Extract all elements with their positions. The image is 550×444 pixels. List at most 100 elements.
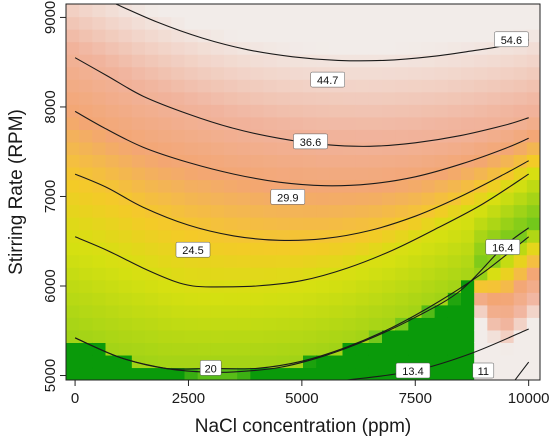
heatmap-cell — [79, 116, 93, 130]
heatmap-cell — [303, 304, 317, 318]
heatmap-cell — [250, 342, 265, 356]
contour-line-11 — [514, 361, 530, 380]
heatmap-cell — [342, 292, 357, 306]
heatmap-cell — [303, 342, 317, 356]
heatmap-cell — [303, 54, 317, 68]
heatmap-cell — [500, 116, 515, 130]
heatmap-cell — [158, 254, 172, 268]
heatmap-cell — [197, 192, 212, 206]
heatmap-cell — [368, 254, 383, 268]
heatmap-cell — [434, 267, 449, 281]
heatmap-cell — [289, 204, 304, 218]
heatmap-cell — [382, 154, 396, 168]
heatmap-cell — [447, 329, 462, 343]
heatmap-cell — [118, 217, 133, 231]
heatmap-cell — [382, 79, 396, 93]
heatmap-cell — [487, 104, 502, 118]
heatmap-cell — [237, 179, 251, 193]
heatmap-cell — [66, 354, 80, 369]
heatmap-cell — [105, 242, 120, 256]
heatmap-cell — [382, 279, 396, 293]
heatmap-cell — [118, 141, 133, 155]
heatmap-cell — [184, 267, 199, 281]
heatmap-cell — [421, 91, 436, 105]
heatmap-cell — [461, 229, 475, 243]
heatmap-cell — [513, 179, 528, 193]
heatmap-cell — [105, 304, 120, 318]
heatmap-cell — [355, 129, 370, 143]
contour-label: 16.4 — [492, 243, 513, 255]
heatmap-cell — [79, 354, 93, 369]
heatmap-cell — [421, 4, 436, 18]
heatmap-cell — [316, 304, 330, 318]
heatmap-cell — [105, 254, 120, 268]
heatmap-cell — [250, 267, 265, 281]
heatmap-cell — [434, 129, 449, 143]
heatmap-cell — [303, 166, 317, 181]
plot-frame — [65, 3, 541, 381]
heatmap-cell — [171, 154, 186, 168]
heatmap-cell — [118, 91, 133, 105]
heatmap-cell — [79, 179, 93, 193]
heatmap-cell — [487, 304, 502, 318]
heatmap-cell — [368, 242, 383, 256]
heatmap-cell — [197, 217, 212, 231]
y-tick-label: 7000 — [42, 180, 59, 213]
heatmap-cell — [447, 141, 462, 155]
heatmap-cell — [224, 204, 238, 218]
heatmap-cell — [474, 41, 488, 55]
heatmap-cell — [171, 41, 186, 55]
heatmap-cell — [184, 4, 199, 18]
heatmap-cell — [474, 342, 488, 356]
heatmap-cell — [184, 166, 199, 181]
heatmap-cell — [395, 66, 409, 80]
heatmap-cell — [66, 242, 80, 256]
heatmap-cell — [131, 179, 146, 193]
heatmap-cell — [92, 79, 107, 93]
heatmap-cell — [395, 254, 409, 268]
heatmap-cell — [250, 141, 265, 155]
heatmap-cell — [210, 4, 225, 18]
heatmap-cell — [368, 179, 383, 193]
heatmap-cell — [395, 41, 409, 55]
heatmap-cell — [79, 91, 93, 105]
heatmap-cell — [461, 166, 475, 181]
heatmap-cell — [250, 4, 265, 18]
heatmap-cell — [224, 254, 238, 268]
heatmap-cell — [447, 129, 462, 143]
heatmap-cell — [263, 329, 278, 343]
heatmap-cell — [329, 229, 344, 243]
heatmap-cell — [500, 279, 515, 293]
heatmap-cell — [197, 254, 212, 268]
heatmap-cell — [316, 254, 330, 268]
heatmap-cell — [210, 279, 225, 293]
heatmap-cell — [289, 242, 304, 256]
heatmap-cell — [487, 204, 502, 218]
heatmap-cell — [250, 217, 265, 231]
heatmap-cell — [184, 217, 199, 231]
heatmap-cell — [66, 317, 80, 331]
heatmap-cell — [105, 91, 120, 105]
contour-label: 24.5 — [182, 245, 203, 257]
heatmap-cell — [342, 41, 357, 55]
heatmap-cell — [474, 79, 488, 93]
heatmap-cell — [316, 279, 330, 293]
heatmap-cell — [355, 192, 370, 206]
heatmap-cell — [289, 292, 304, 306]
heatmap-cell — [474, 317, 488, 331]
heatmap-cell — [145, 317, 159, 331]
heatmap-cell — [382, 292, 396, 306]
heatmap-cell — [145, 16, 159, 30]
heatmap-cell — [461, 16, 475, 30]
heatmap-cell — [66, 141, 80, 155]
heatmap-cell — [184, 41, 199, 55]
y-tick-label: 6000 — [42, 269, 59, 302]
heatmap-cell — [184, 304, 199, 318]
heatmap-cell — [513, 66, 528, 80]
heatmap-cell — [263, 154, 278, 168]
heatmap-cell — [526, 91, 540, 105]
heatmap-cell — [145, 217, 159, 231]
heatmap-cell — [500, 91, 515, 105]
heatmap-cell — [250, 317, 265, 331]
heatmap-cell — [131, 242, 146, 256]
